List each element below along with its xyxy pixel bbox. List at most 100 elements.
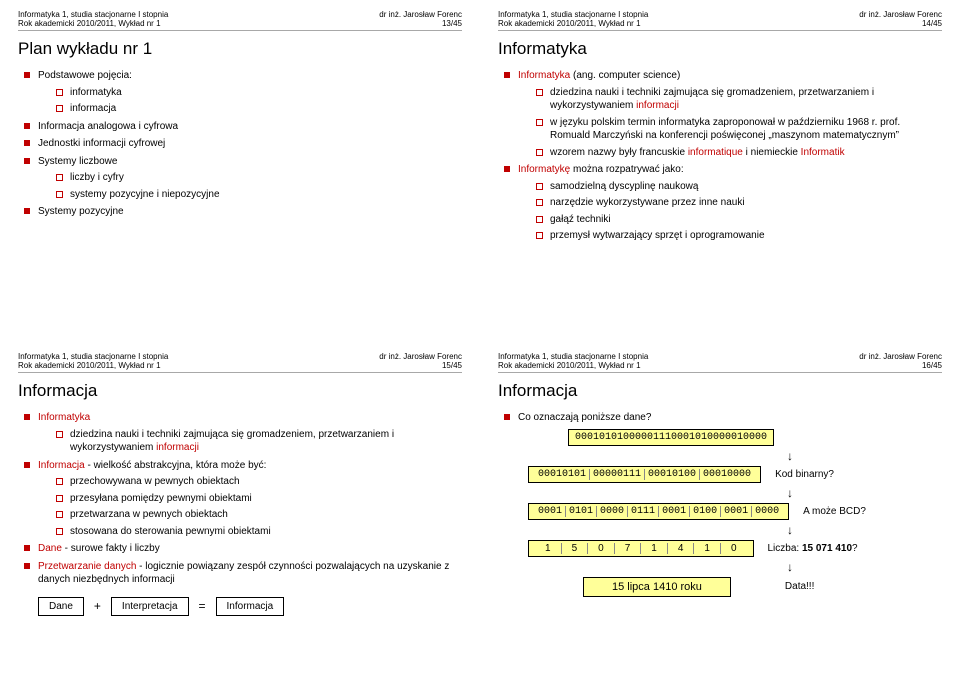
slide-title: Informatyka xyxy=(498,39,942,59)
annot-date: Data!!! xyxy=(785,581,814,592)
course-line: Informatyka 1, studia stacjonarne I stop… xyxy=(498,352,648,361)
item: Systemy pozycyjne xyxy=(24,205,462,219)
seg: 0101 xyxy=(565,506,596,517)
year-line: Rok akademicki 2010/2011, Wykład nr 1 xyxy=(18,361,161,370)
slide-header: Informatyka 1, studia stacjonarne I stop… xyxy=(18,10,462,31)
term: informacji xyxy=(156,442,199,453)
plus-sign: + xyxy=(94,599,101,613)
text: Podstawowe pojęcia: xyxy=(38,70,132,81)
seg: 00010101 xyxy=(535,469,589,480)
subitem: w języku polskim termin informatyka zapr… xyxy=(536,116,942,143)
slide-title: Informacja xyxy=(18,381,462,401)
seg: 00010000 xyxy=(699,469,754,480)
term: Przetwarzanie danych xyxy=(38,561,136,572)
seg: 1 xyxy=(640,543,667,554)
text: Systemy liczbowe xyxy=(38,156,117,167)
subitem: samodzielną dyscyplinę naukową xyxy=(536,180,942,194)
slide-16: Informatyka 1, studia stacjonarne I stop… xyxy=(480,342,960,684)
term: Informatyka xyxy=(38,412,90,423)
item: Przetwarzanie danych - logicznie powiąza… xyxy=(24,560,462,587)
item: Informacja analogowa i cyfrowa xyxy=(24,120,462,134)
seg: 4 xyxy=(667,543,694,554)
seg: 0 xyxy=(720,543,747,554)
slide-title: Plan wykładu nr 1 xyxy=(18,39,462,59)
slide-14: Informatyka 1, studia stacjonarne I stop… xyxy=(480,0,960,342)
subitem: systemy pozycyjne i niepozycyjne xyxy=(56,188,462,202)
year-line: Rok akademicki 2010/2011, Wykład nr 1 xyxy=(498,361,641,370)
slide-title: Informacja xyxy=(498,381,942,401)
slide-13: Informatyka 1, studia stacjonarne I stop… xyxy=(0,0,480,342)
author-line: dr inż. Jarosław Forenc xyxy=(379,10,462,19)
course-line: Informatyka 1, studia stacjonarne I stop… xyxy=(498,10,648,19)
subitem: dziedzina nauki i techniki zajmująca się… xyxy=(536,86,942,113)
arrow-down-icon: ↓ xyxy=(638,524,942,536)
text: wzorem nazwy były francuskie xyxy=(550,147,688,158)
item: Jednostki informacji cyfrowej xyxy=(24,137,462,151)
item: Dane - surowe fakty i liczby xyxy=(24,542,462,556)
text: i niemieckie xyxy=(743,147,801,158)
seg: 1 xyxy=(693,543,720,554)
text: - surowe fakty i liczby xyxy=(62,543,160,554)
eq-box-interpretacja: Interpretacja xyxy=(111,597,189,616)
item: Informatykę można rozpatrywać jako: samo… xyxy=(504,163,942,243)
term: Informatik xyxy=(801,147,845,158)
year-line: Rok akademicki 2010/2011, Wykład nr 1 xyxy=(18,19,161,28)
seg: 00010100 xyxy=(644,469,699,480)
item: Systemy liczbowe liczby i cyfry systemy … xyxy=(24,155,462,202)
slide-header: Informatyka 1, studia stacjonarne I stop… xyxy=(498,10,942,31)
item: Informatyka dziedzina nauki i techniki z… xyxy=(24,411,462,455)
seg: 1 xyxy=(535,543,561,554)
text: (ang. computer science) xyxy=(570,70,680,81)
subitem: przesyłana pomiędzy pewnymi obiektami xyxy=(56,492,462,506)
term: informacji xyxy=(636,100,679,111)
subitem: przemysł wytwarzający sprzęt i oprogramo… xyxy=(536,229,942,243)
slide-header: Informatyka 1, studia stacjonarne I stop… xyxy=(18,352,462,373)
author-line: dr inż. Jarosław Forenc xyxy=(859,352,942,361)
nibbles-box: 0001 0101 0000 0111 0001 0100 0001 0000 xyxy=(528,503,789,520)
text: dziedzina nauki i techniki zajmująca się… xyxy=(550,87,874,112)
subitem: stosowana do sterowania pewnymi obiektam… xyxy=(56,525,462,539)
annot-bcd: A może BCD? xyxy=(803,506,866,517)
seg: 0000 xyxy=(596,506,627,517)
item: Podstawowe pojęcia: informatyka informac… xyxy=(24,69,462,116)
seg: 0111 xyxy=(627,506,658,517)
term: Dane xyxy=(38,543,62,554)
item: Informatyka (ang. computer science) dzie… xyxy=(504,69,942,159)
author-line: dr inż. Jarosław Forenc xyxy=(379,352,462,361)
page-num: 16/45 xyxy=(922,361,942,370)
subitem: narzędzie wykorzystywane przez inne nauk… xyxy=(536,196,942,210)
seg: 0001 xyxy=(720,506,751,517)
seg: 0001 xyxy=(658,506,689,517)
term: Informatykę xyxy=(518,164,570,175)
subitem: przechowywana w pewnych obiektach xyxy=(56,475,462,489)
seg: 7 xyxy=(614,543,641,554)
arrow-down-icon: ↓ xyxy=(638,561,942,573)
seg: 0000 xyxy=(751,506,782,517)
page-num: 13/45 xyxy=(442,19,462,28)
text: dziedzina nauki i techniki zajmująca się… xyxy=(70,429,394,454)
subitem: informacja xyxy=(56,102,462,116)
item: Informacja - wielkość abstrakcyjna, któr… xyxy=(24,459,462,539)
slide-header: Informatyka 1, studia stacjonarne I stop… xyxy=(498,352,942,373)
text: można rozpatrywać jako: xyxy=(570,164,683,175)
term: informatique xyxy=(688,147,743,158)
page-num: 15/45 xyxy=(442,361,462,370)
bits-box: 00010101000001110001010000010000 xyxy=(568,429,774,446)
text: ? xyxy=(852,543,858,554)
seg: 0 xyxy=(587,543,614,554)
subitem: informatyka xyxy=(56,86,462,100)
text: - wielkość abstrakcyjna, która może być: xyxy=(85,460,267,471)
equals-sign: = xyxy=(199,599,206,613)
date-box: 15 lipca 1410 roku xyxy=(583,577,731,597)
term: Informatyka xyxy=(518,70,570,81)
bytes-box: 00010101 00000111 00010100 00010000 xyxy=(528,466,761,483)
arrow-down-icon: ↓ xyxy=(638,487,942,499)
subitem: dziedzina nauki i techniki zajmująca się… xyxy=(56,428,462,455)
annot-binary: Kod binarny? xyxy=(775,469,834,480)
year-line: Rok akademicki 2010/2011, Wykład nr 1 xyxy=(498,19,641,28)
eq-box-dane: Dane xyxy=(38,597,84,616)
term: Informacja xyxy=(38,460,85,471)
subitem: gałąź techniki xyxy=(536,213,942,227)
text: Liczba: xyxy=(768,543,802,554)
course-line: Informatyka 1, studia stacjonarne I stop… xyxy=(18,352,168,361)
